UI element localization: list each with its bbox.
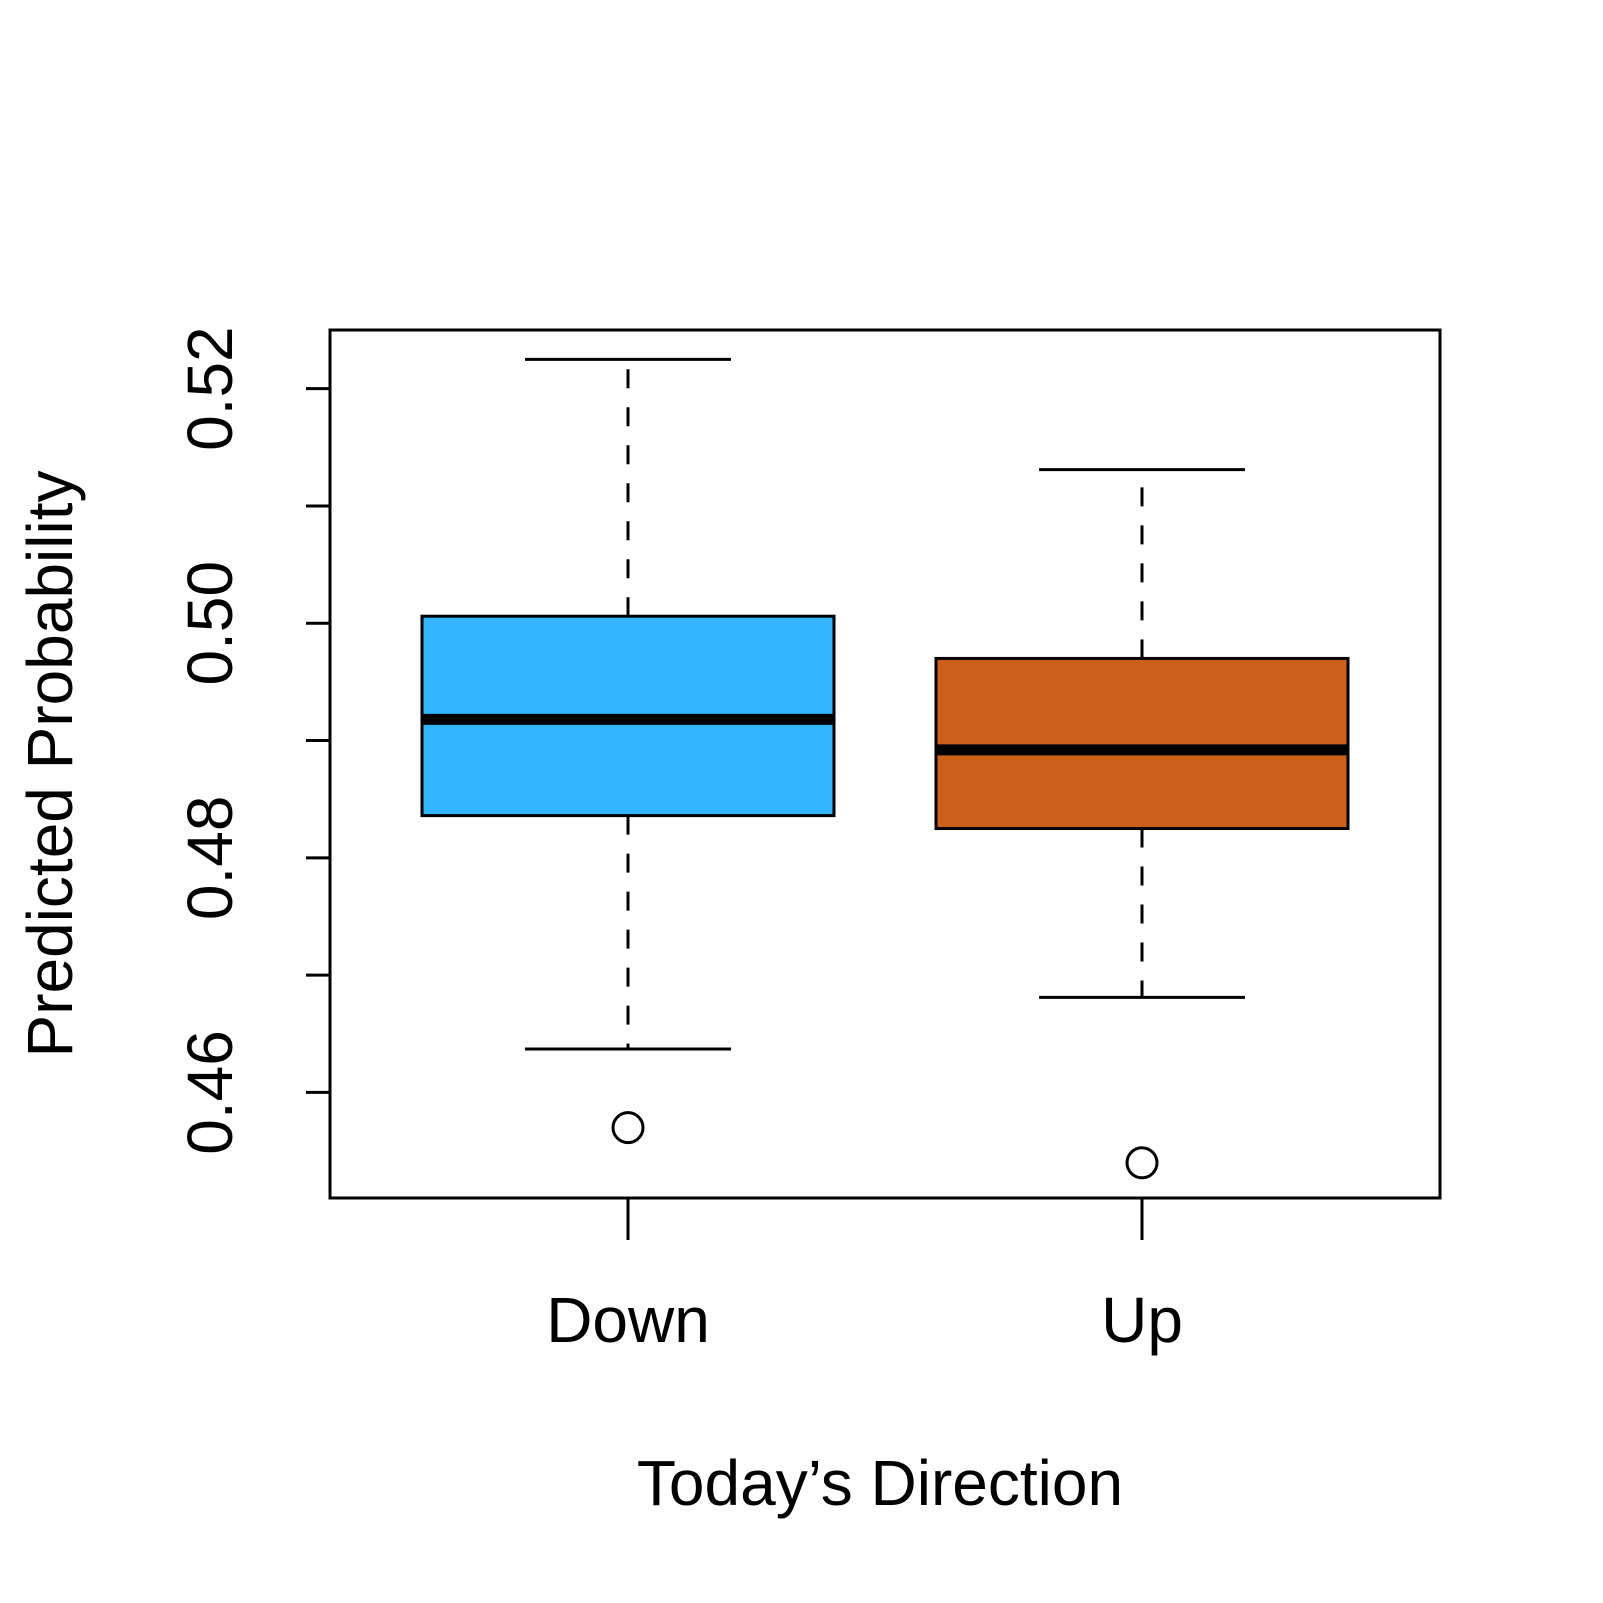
outlier-point [1125,1146,1159,1180]
x-axis: Down Up [546,1198,1183,1356]
y-tick-label: 0.50 [174,561,246,686]
outlier-point [611,1111,645,1145]
plot-marks [420,357,1350,1180]
box-down [420,357,836,1145]
y-tick-label: 0.52 [174,326,246,451]
iqr-box [934,656,1350,831]
x-tick-label: Down [546,1284,710,1356]
plot-frame [328,328,1442,1200]
x-axis-label: Today’s Direction [637,1447,1123,1519]
y-tick-label: 0.46 [174,1030,246,1155]
y-tick-label: 0.48 [174,796,246,921]
y-axis-label: Predicted Probability [14,471,86,1058]
x-tick-label: Up [1101,1284,1183,1356]
box-up [934,468,1350,1180]
y-axis: 0.46 0.48 0.50 0.52 [174,326,330,1155]
